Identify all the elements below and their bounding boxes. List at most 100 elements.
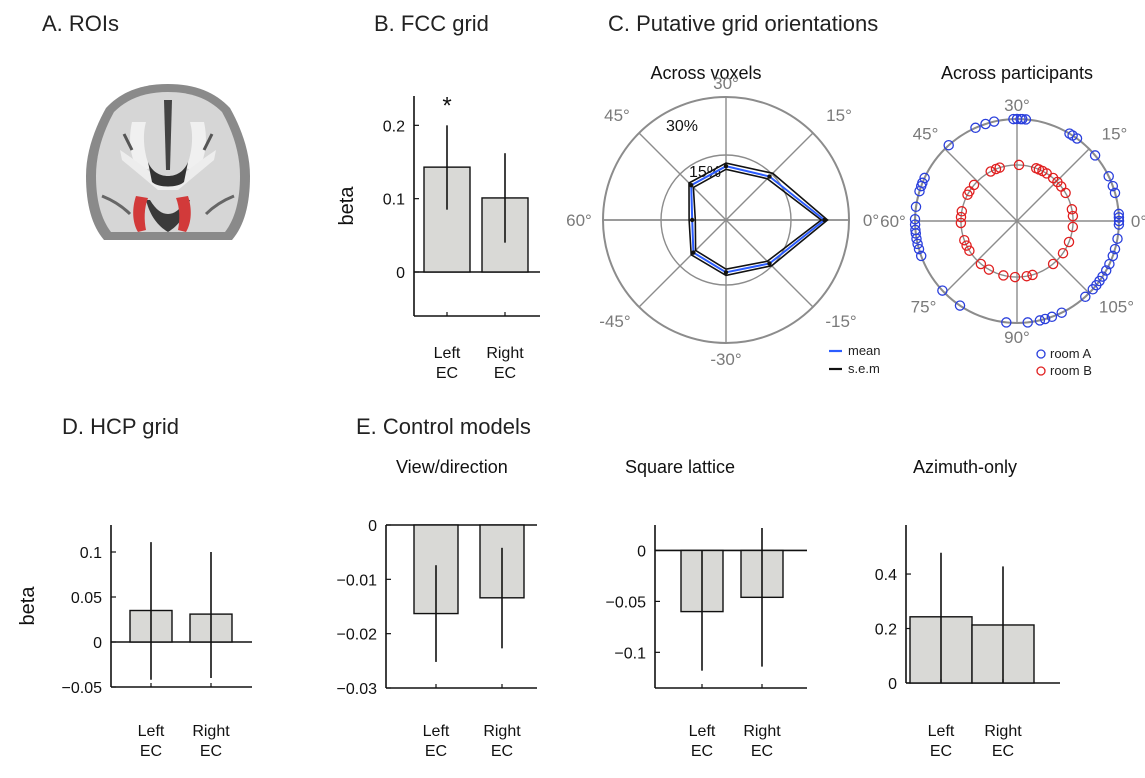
voxels-point-3 — [689, 183, 694, 188]
voxels-angle-label-5: -45° — [599, 312, 630, 331]
azimuth_only-category-label-0: Left EC — [928, 723, 955, 760]
participants-room-b-point-29 — [1047, 258, 1059, 270]
participants-room-a-point-10 — [1064, 128, 1075, 139]
square_lattice-ytick-label-0: −0.1 — [614, 645, 646, 662]
fcc_grid-ytick-label-2: 0.2 — [383, 118, 405, 135]
voxels-angle-label-0: 0° — [863, 211, 879, 230]
view_direction-ytick-label-0: −0.03 — [337, 681, 378, 698]
participants-room-a-point-4 — [1109, 187, 1121, 199]
square_lattice-category-label-1: Right EC — [743, 723, 781, 760]
participants-room-a-point-25 — [909, 213, 921, 225]
participants-room-a-point-6 — [1103, 171, 1114, 182]
azimuth_only-ytick-label-0: 0 — [888, 676, 897, 693]
hcp-grid-chart: −0.05 0 0.05 0.1 Left EC Right EC beta — [17, 525, 252, 760]
view_direction-category-label-1: Right EC — [483, 723, 521, 760]
square-lattice-chart: −0.1 −0.05 0 Left EC Right EC — [606, 525, 807, 760]
participants-angle-label-1: 15° — [1102, 125, 1128, 144]
participants-room-b-point-23 — [975, 258, 987, 270]
azimuth_only-ytick-label-2: 0.4 — [875, 567, 897, 584]
azimuth_only-ytick-label-1: 0.2 — [875, 622, 897, 639]
voxels-angle-label-1: 15° — [826, 106, 852, 125]
square-lattice-title: Square lattice — [625, 457, 735, 477]
participants-room-b-point-12 — [990, 163, 1002, 175]
voxels-point-6 — [723, 270, 729, 275]
fcc_grid-y-label: beta — [336, 186, 358, 226]
voxels-radial-label-30: 30% — [666, 118, 698, 135]
voxels-legend-label-0: mean — [848, 343, 881, 358]
participants-room-a-point-18 — [970, 122, 981, 134]
square_lattice-ytick-label-2: 0 — [637, 543, 646, 560]
fcc_grid-ytick-label-0: 0 — [396, 265, 405, 282]
fcc_grid-ytick-label-1: 0.1 — [383, 192, 405, 209]
voxels-sem-lower — [692, 168, 823, 271]
participants-angle-label-3: 45° — [913, 125, 939, 144]
view_direction-ytick-label-3: 0 — [368, 518, 377, 535]
voxels-point-1 — [767, 174, 772, 179]
panel-c-title: C. Putative grid orientations — [608, 11, 878, 36]
view_direction-category-label-0: Left EC — [423, 723, 450, 760]
participants-room-a-point-13 — [1015, 113, 1026, 125]
participants-room-a-point-1 — [1113, 215, 1125, 227]
participants-room-b-point-16 — [962, 189, 973, 200]
fcc_grid-bar-0 — [423, 166, 471, 273]
participants-room-a-point-32 — [915, 250, 927, 262]
participants-room-a-point-17 — [980, 118, 991, 130]
voxels-point-4 — [689, 217, 695, 223]
participants-room-a-point-41 — [1080, 291, 1091, 303]
participants-room-a-point-40 — [1056, 307, 1067, 318]
voxels-angle-label-3: 45° — [604, 106, 630, 125]
participants-room-a-point-31 — [913, 243, 925, 255]
view_direction-ytick-label-2: −0.01 — [337, 572, 378, 589]
participants-room-a-point-50 — [1112, 233, 1123, 244]
participants-room-b-point-20 — [959, 234, 970, 246]
participants-room-b-point-18 — [955, 211, 967, 223]
participants-room-a-point-23 — [914, 185, 925, 197]
across-participants-title: Across participants — [941, 63, 1093, 83]
voxels-angle-label-4: 60° — [566, 211, 592, 230]
participants-room-a-point-15 — [1008, 113, 1019, 125]
participants-room-a-point-9 — [1067, 130, 1078, 141]
participants-room-b-point-9 — [1030, 163, 1042, 174]
azimuth_only-category-label-1: Right EC — [984, 723, 1022, 760]
view-direction-title: View/direction — [396, 457, 508, 477]
participants-room-a-point-35 — [1001, 317, 1012, 328]
participants-room-a-point-2 — [1113, 212, 1125, 223]
participants-angle-label-4: 60° — [880, 212, 906, 231]
participants-legend-label-0: room A — [1050, 346, 1092, 361]
participants-room-b-point-13 — [985, 166, 996, 177]
brain-coronal-slice — [86, 84, 250, 240]
hcp_grid-ytick-label-1: 0 — [93, 635, 102, 652]
participants-room-a-point-33 — [937, 285, 948, 296]
participants-room-b-point-19 — [955, 217, 967, 229]
participants-room-a-point-46 — [1100, 265, 1112, 276]
across-voxels-title: Across voxels — [650, 63, 761, 83]
voxels-mean-line — [690, 165, 827, 274]
participants-room-a-point-14 — [1011, 113, 1023, 125]
participants-room-a-point-5 — [1107, 180, 1119, 192]
participants-room-a-point-28 — [910, 228, 922, 239]
hcp_grid-category-label-0: Left EC — [138, 723, 165, 760]
hcp_grid-y-label: beta — [17, 586, 39, 626]
participants-room-a-point-29 — [911, 233, 922, 244]
participants-room-a-point-24 — [910, 201, 922, 213]
participants-room-a-point-45 — [1097, 271, 1108, 282]
square_lattice-ytick-label-1: −0.05 — [606, 594, 647, 611]
participants-room-b-point-27 — [1021, 270, 1032, 282]
fcc-grid-chart: 0 0.1 0.2 Left EC Right EC beta * — [336, 92, 540, 382]
voxels-point-7 — [767, 261, 772, 266]
participants-room-a-point-34 — [954, 300, 966, 311]
voxels-legend-label-1: s.e.m — [848, 361, 880, 376]
participants-room-a-point-48 — [1107, 250, 1119, 262]
participants-room-b-point-21 — [961, 240, 972, 251]
participants-room-a-point-19 — [943, 139, 954, 151]
participants-room-b-point-22 — [964, 245, 975, 256]
hcp_grid-ytick-label-2: 0.05 — [71, 590, 102, 607]
participants-room-b-point-31 — [1063, 236, 1075, 248]
participants-room-b-point-10 — [1013, 159, 1025, 171]
participants-room-b-point-24 — [983, 264, 995, 275]
participants-room-b-point-17 — [956, 206, 968, 217]
across-participants-polar: 0° 15° 30° 45° 60° 75° 90° 105° room A room B — [880, 96, 1145, 378]
participants-room-a-point-30 — [912, 238, 923, 250]
participants-angle-label-0: 0° — [1131, 212, 1145, 231]
